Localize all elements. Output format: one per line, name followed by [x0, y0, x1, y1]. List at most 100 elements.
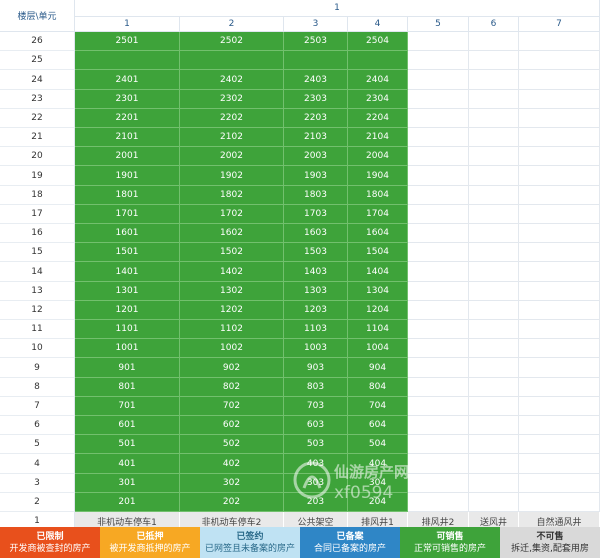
unit-cell-available[interactable]: 2203 — [284, 109, 348, 128]
unit-cell-available[interactable]: 1902 — [180, 166, 284, 186]
unit-cell-available[interactable]: 1603 — [284, 224, 348, 243]
unit-cell-available[interactable]: 1602 — [180, 224, 284, 243]
unit-cell-available[interactable]: 1502 — [180, 243, 284, 262]
unit-cell-available[interactable]: 1501 — [75, 243, 180, 262]
unit-cell-available[interactable]: 1002 — [180, 339, 284, 358]
unit-cell-available[interactable]: 1103 — [284, 320, 348, 339]
unit-cell-available[interactable]: 2101 — [75, 128, 180, 147]
unit-cell-available[interactable]: 1303 — [284, 282, 348, 301]
unit-cell-available[interactable]: 203 — [284, 493, 348, 512]
unit-cell-available[interactable]: 1201 — [75, 301, 180, 320]
unit-cell-available[interactable]: 2301 — [75, 90, 180, 109]
legend-desc: 已网签且未备案的房产 — [204, 543, 295, 554]
unit-cell-available[interactable]: 401 — [75, 454, 180, 474]
unit-cell-available[interactable]: 2302 — [180, 90, 284, 109]
unit-cell-available[interactable]: 1703 — [284, 205, 348, 224]
unit-cell-available[interactable]: 1601 — [75, 224, 180, 243]
unit-cell-available[interactable]: 802 — [180, 378, 284, 397]
unit-cell-available[interactable]: 2401 — [75, 70, 180, 90]
unit-cell-available[interactable]: 2002 — [180, 147, 284, 166]
unit-cell-available[interactable]: 2504 — [348, 32, 408, 51]
unit-cell-available[interactable]: 1704 — [348, 205, 408, 224]
unit-cell-available[interactable]: 2104 — [348, 128, 408, 147]
unit-cell-available[interactable]: 301 — [75, 474, 180, 493]
unit-cell-available[interactable]: 1904 — [348, 166, 408, 186]
unit-cell-available[interactable]: 1801 — [75, 186, 180, 205]
unit-cell-available[interactable]: 1803 — [284, 186, 348, 205]
unit-cell-available[interactable]: 201 — [75, 493, 180, 512]
unit-cell-available[interactable]: 402 — [180, 454, 284, 474]
unit-cell-available[interactable]: 703 — [284, 397, 348, 416]
unit-cell-available[interactable]: 303 — [284, 474, 348, 493]
unit-cell-available[interactable]: 1804 — [348, 186, 408, 205]
unit-cell-available[interactable]: 1403 — [284, 262, 348, 282]
floor-label: 24 — [0, 70, 75, 90]
unit-cell-available[interactable]: 501 — [75, 435, 180, 454]
unit-cell-available[interactable]: 2502 — [180, 32, 284, 51]
unit-cell-available[interactable]: 1802 — [180, 186, 284, 205]
unit-cell-available[interactable]: 1402 — [180, 262, 284, 282]
unit-cell-available[interactable]: 2103 — [284, 128, 348, 147]
unit-cell-available[interactable]: 504 — [348, 435, 408, 454]
unit-cell-available[interactable]: 904 — [348, 358, 408, 378]
unit-cell-available[interactable]: 1104 — [348, 320, 408, 339]
unit-cell-available[interactable]: 2202 — [180, 109, 284, 128]
unit-cell-available[interactable]: 2004 — [348, 147, 408, 166]
unit-cell-available[interactable]: 704 — [348, 397, 408, 416]
unit-cell-available[interactable]: 1903 — [284, 166, 348, 186]
unit-cell-available[interactable]: 1302 — [180, 282, 284, 301]
unit-cell-available[interactable]: 2503 — [284, 32, 348, 51]
unit-cell-available[interactable]: 1901 — [75, 166, 180, 186]
floor-row: 11 1101 1102 1103 1104 — [0, 320, 600, 339]
unit-cell-available[interactable]: 503 — [284, 435, 348, 454]
unit-cell-available[interactable]: 2102 — [180, 128, 284, 147]
unit-cell-available[interactable]: 502 — [180, 435, 284, 454]
unit-cell-available[interactable]: 1003 — [284, 339, 348, 358]
unit-cell-available[interactable]: 202 — [180, 493, 284, 512]
unit-cell-available[interactable]: 2001 — [75, 147, 180, 166]
unit-cell-available[interactable]: 2402 — [180, 70, 284, 90]
unit-cell-available[interactable]: 1503 — [284, 243, 348, 262]
unit-cell-available[interactable]: 1404 — [348, 262, 408, 282]
unit-cell-available[interactable]: 701 — [75, 397, 180, 416]
unit-cell-available[interactable]: 1101 — [75, 320, 180, 339]
unit-cell-available[interactable]: 2204 — [348, 109, 408, 128]
unit-cell-available[interactable]: 902 — [180, 358, 284, 378]
unit-cell-available[interactable]: 1202 — [180, 301, 284, 320]
unit-cell-available[interactable]: 2303 — [284, 90, 348, 109]
unit-cell-available[interactable]: 2501 — [75, 32, 180, 51]
unit-cell-available[interactable]: 1604 — [348, 224, 408, 243]
unit-cell-available[interactable]: 604 — [348, 416, 408, 435]
unit-cell-available[interactable]: 1204 — [348, 301, 408, 320]
unit-cell-available[interactable]: 1504 — [348, 243, 408, 262]
unit-cell-available[interactable]: 404 — [348, 454, 408, 474]
unit-cell-available[interactable]: 601 — [75, 416, 180, 435]
unit-cell-available[interactable]: 801 — [75, 378, 180, 397]
unit-cell-available[interactable]: 2304 — [348, 90, 408, 109]
unit-cell-available[interactable]: 204 — [348, 493, 408, 512]
unit-cell-available[interactable]: 1702 — [180, 205, 284, 224]
unit-cell-available[interactable]: 403 — [284, 454, 348, 474]
unit-cell-available[interactable]: 2404 — [348, 70, 408, 90]
floor-row: 3 301 302 303 304 — [0, 474, 600, 493]
unit-cell-available[interactable]: 1203 — [284, 301, 348, 320]
unit-cell-available[interactable]: 1301 — [75, 282, 180, 301]
unit-cell-available[interactable]: 804 — [348, 378, 408, 397]
unit-cell-available[interactable]: 302 — [180, 474, 284, 493]
unit-cell-available[interactable]: 1004 — [348, 339, 408, 358]
unit-cell-available[interactable]: 603 — [284, 416, 348, 435]
unit-cell-available[interactable]: 901 — [75, 358, 180, 378]
unit-cell-available[interactable]: 1401 — [75, 262, 180, 282]
unit-cell-available[interactable]: 903 — [284, 358, 348, 378]
unit-cell-available[interactable]: 2403 — [284, 70, 348, 90]
unit-cell-available[interactable]: 1102 — [180, 320, 284, 339]
unit-cell-available[interactable]: 1304 — [348, 282, 408, 301]
unit-cell-available[interactable]: 602 — [180, 416, 284, 435]
unit-cell-available[interactable]: 803 — [284, 378, 348, 397]
unit-cell-available[interactable]: 2201 — [75, 109, 180, 128]
unit-cell-available[interactable]: 1701 — [75, 205, 180, 224]
unit-cell-available[interactable]: 304 — [348, 474, 408, 493]
unit-cell-available[interactable]: 2003 — [284, 147, 348, 166]
unit-cell-available[interactable]: 702 — [180, 397, 284, 416]
unit-cell-available[interactable]: 1001 — [75, 339, 180, 358]
